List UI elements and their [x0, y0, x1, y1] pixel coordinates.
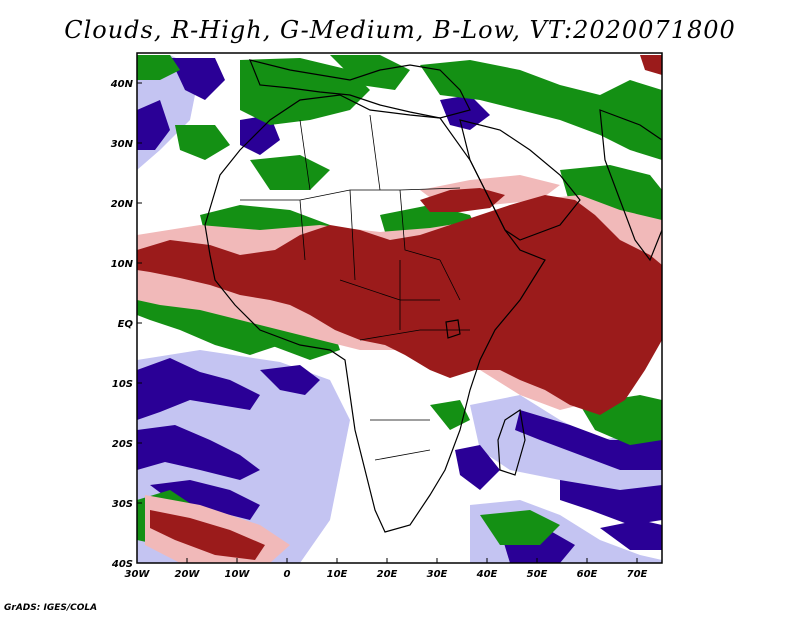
india-outline	[599, 109, 662, 262]
lon-tick-label: 0	[284, 569, 291, 580]
low-cloud-region	[137, 425, 260, 480]
credit-label: GrADS: IGES/COLA	[4, 603, 98, 613]
medium-cloud-region	[330, 55, 410, 90]
medium-cloud-region	[420, 60, 662, 160]
africa-outline	[204, 94, 546, 533]
lat-tick-label: EQ	[118, 319, 134, 330]
lat-tick-label: 20S	[112, 439, 133, 450]
lon-tick-label: 20W	[175, 569, 201, 580]
lat-tick-label: 30N	[111, 139, 134, 150]
lat-tick-label: 40N	[110, 79, 134, 90]
lat-tick-label: 10N	[111, 259, 134, 270]
low-cloud-region	[137, 358, 260, 420]
low-cloud-region	[137, 100, 170, 150]
medium-cloud-region	[430, 400, 470, 430]
cloud-layers	[137, 53, 662, 563]
longitude-axis: 30W 20W 10W 0 10E 20E 30E 40E 50E 60E 70E	[125, 558, 648, 580]
low-cloud-layer	[137, 55, 662, 563]
lat-tick-label: 20N	[111, 199, 134, 210]
low-cloud-region	[600, 520, 662, 550]
lon-tick-label: 60E	[577, 569, 598, 580]
lon-tick-label: 30E	[427, 569, 448, 580]
medium-cloud-region	[137, 55, 180, 80]
latitude-axis: 40S 30S 20S 10S EQ 10N 20N 30N 40N	[110, 79, 142, 570]
lake-victoria-outline	[445, 319, 461, 339]
high-cloud-region	[640, 55, 662, 75]
arabia-outline	[459, 119, 581, 241]
low-cloud-region	[440, 95, 490, 130]
lat-tick-label: 10S	[112, 379, 133, 390]
lon-tick-label: 20E	[377, 569, 398, 580]
low-cloud-region	[260, 365, 320, 395]
map-title: Clouds, R-High, G-Medium, B-Low, VT:2020…	[64, 16, 736, 44]
lon-tick-label: 40E	[476, 569, 498, 580]
medium-cloud-region	[240, 58, 370, 125]
low-cloud-region	[150, 480, 260, 520]
high-cloud-region	[137, 195, 662, 415]
lat-tick-label: 30S	[112, 499, 133, 510]
low-cloud-region	[560, 480, 662, 525]
coastlines	[204, 59, 662, 533]
lon-tick-label: 10W	[225, 569, 251, 580]
low-cloud-region	[170, 58, 225, 100]
lon-tick-label: 30W	[125, 569, 151, 580]
high-cloud-region	[150, 510, 265, 560]
madagascar-outline	[497, 408, 526, 476]
europe-outline	[249, 59, 471, 119]
plot-frame	[136, 52, 663, 564]
medium-cloud-region	[480, 510, 560, 545]
high-cloud-layer	[137, 55, 662, 560]
country-borders	[240, 114, 470, 461]
medium-cloud-region	[175, 125, 230, 160]
medium-cloud-region	[250, 155, 330, 190]
lon-tick-label: 50E	[527, 569, 548, 580]
lon-tick-label: 70E	[627, 569, 648, 580]
low-cloud-region	[515, 410, 662, 470]
low-cloud-region	[455, 445, 500, 490]
high-cloud-region	[420, 188, 505, 212]
lat-tick-label: 40S	[111, 559, 133, 570]
lon-tick-label: 10E	[327, 569, 348, 580]
